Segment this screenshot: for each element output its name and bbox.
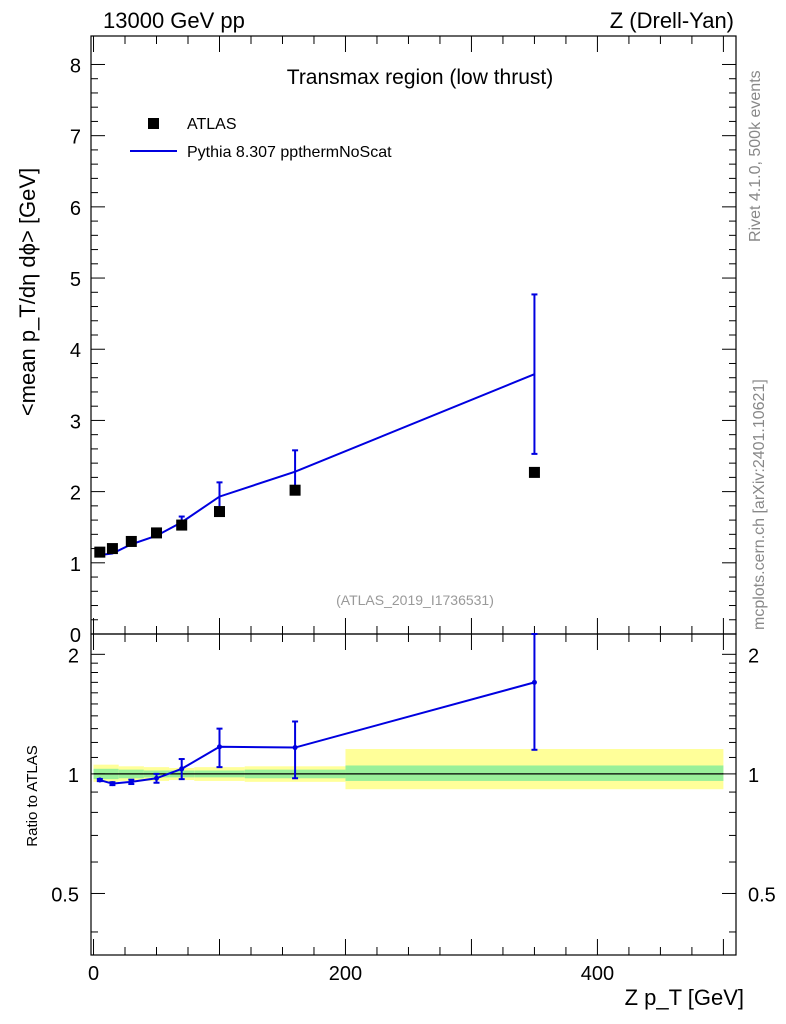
ratio-y-tick-label-right: 0.5 bbox=[748, 884, 776, 906]
ratio-panel: 0.5 0.5 1 1 2 2 0 200 400 bbox=[51, 633, 776, 985]
main-panel: 0 1 2 3 4 5 6 7 8 Transmax region (low thrust) (… bbox=[70, 35, 737, 647]
legend-data-marker bbox=[148, 118, 159, 129]
ratio-mc-line bbox=[99, 681, 535, 785]
data-point bbox=[213, 506, 225, 518]
ratio-y-tick-label-right: 1 bbox=[748, 765, 759, 787]
y-tick-label: 6 bbox=[70, 198, 81, 220]
ratio-point bbox=[292, 745, 298, 751]
ratio-point bbox=[109, 781, 115, 787]
ratio-y-tick-label: 0.5 bbox=[51, 884, 79, 906]
y-tick-label: 7 bbox=[70, 127, 81, 149]
main-series bbox=[94, 293, 540, 558]
ratio-ylabel: Ratio to ATLAS bbox=[24, 745, 41, 846]
data-point bbox=[176, 519, 188, 531]
legend-data-label: ATLAS bbox=[187, 116, 237, 133]
rivet-label: Rivet 4.1.0, 500k events bbox=[747, 70, 764, 242]
y-tick-label: 3 bbox=[70, 411, 81, 433]
xlabel: Z p_T [GeV] bbox=[625, 985, 744, 1010]
ratio-point bbox=[216, 744, 222, 750]
legend: ATLAS Pythia 8.307 ppthermNoScat bbox=[130, 116, 392, 161]
ratio-axis-ticks: 0.5 0.5 1 1 2 2 0 200 400 bbox=[51, 634, 776, 985]
x-tick-label: 200 bbox=[329, 963, 362, 985]
ratio-y-tick-label: 1 bbox=[68, 765, 79, 787]
ratio-bands bbox=[93, 749, 724, 790]
x-tick-label: 400 bbox=[581, 963, 614, 985]
y-tick-label: 0 bbox=[70, 625, 81, 647]
ratio-point bbox=[154, 775, 160, 781]
ratio-point bbox=[128, 779, 134, 785]
ratio-y-tick-label: 2 bbox=[68, 645, 79, 667]
ratio-point bbox=[179, 766, 185, 772]
ylabel: <mean p_T/dη dϕ> [GeV] bbox=[15, 168, 40, 416]
y-tick-label: 5 bbox=[70, 269, 81, 291]
data-point bbox=[94, 546, 106, 558]
header-left: 13000 GeV pp bbox=[103, 8, 245, 33]
y-tick-label: 4 bbox=[70, 340, 81, 362]
legend-mc-label: Pythia 8.307 ppthermNoScat bbox=[187, 144, 392, 161]
y-tick-label: 2 bbox=[70, 483, 81, 505]
ratio-band-inner bbox=[345, 765, 724, 781]
analysis-label: (ATLAS_2019_I1736531) bbox=[336, 592, 494, 608]
ratio-point bbox=[531, 679, 537, 685]
mcplots-label: mcplots.cern.ch [arXiv:2401.10621] bbox=[751, 379, 768, 630]
data-point bbox=[528, 466, 540, 478]
mc-line bbox=[99, 373, 535, 556]
ratio-y-tick-label-right: 2 bbox=[748, 645, 759, 667]
header-right: Z (Drell-Yan) bbox=[610, 8, 734, 33]
data-point bbox=[289, 484, 301, 496]
main-axis-ticks: 0 1 2 3 4 5 6 7 8 bbox=[70, 36, 736, 647]
data-point bbox=[106, 543, 118, 555]
y-tick-label: 1 bbox=[70, 554, 81, 576]
ratio-frame bbox=[90, 633, 737, 956]
chart-title: Transmax region (low thrust) bbox=[287, 66, 553, 89]
data-point bbox=[151, 527, 163, 539]
data-point bbox=[125, 535, 137, 547]
ratio-point bbox=[97, 777, 103, 783]
x-tick-label: 0 bbox=[88, 963, 99, 985]
ratio-series bbox=[96, 633, 538, 787]
y-tick-label: 8 bbox=[70, 55, 81, 77]
